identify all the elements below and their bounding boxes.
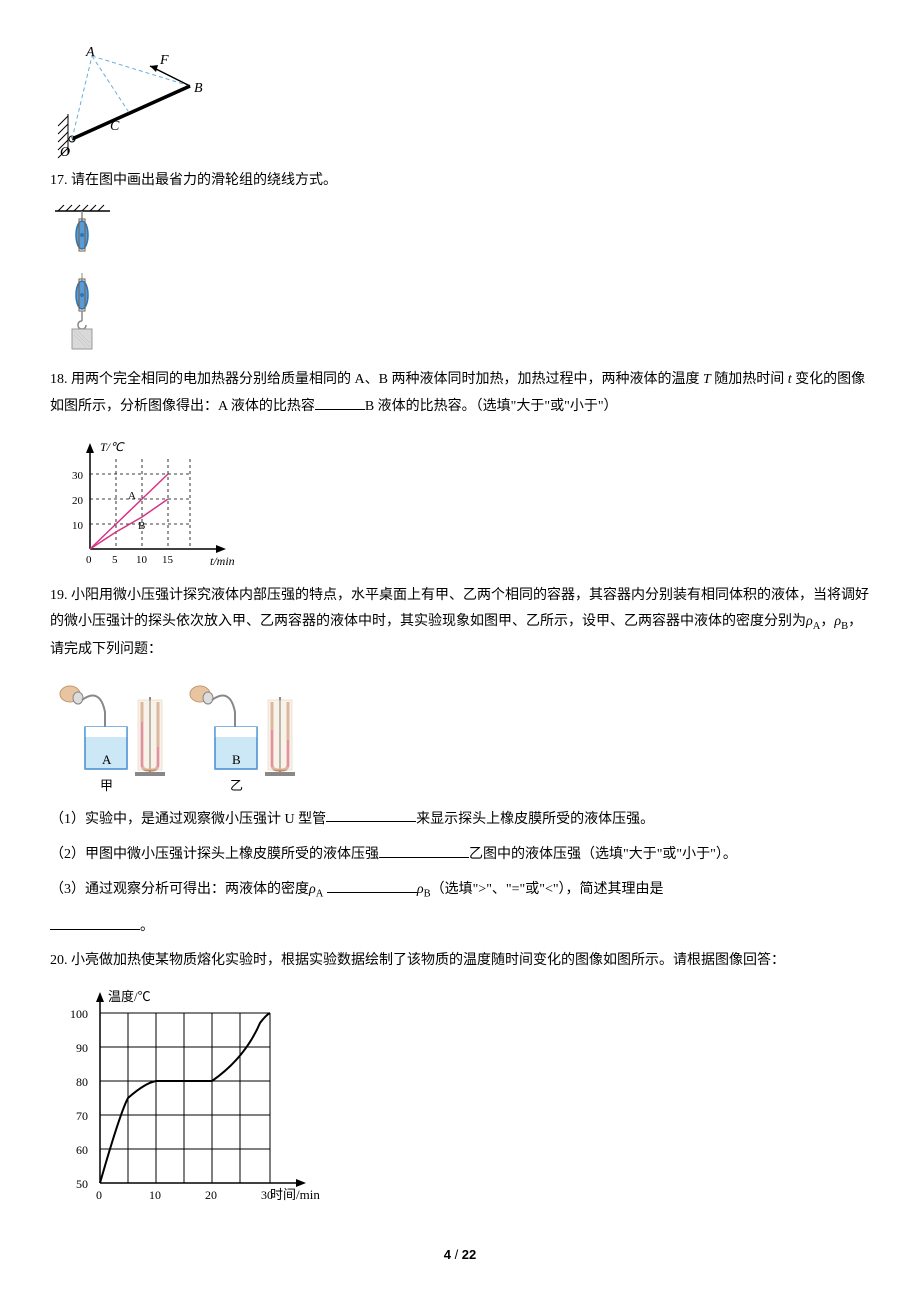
- q19-sub3-rhoA: ρ: [309, 882, 316, 897]
- lever-svg: A F B C O: [50, 44, 210, 164]
- q19-sub1-a: 实验中，是通过观察微小压强计 U 型管: [85, 811, 326, 826]
- q17-text: 请在图中画出最省力的滑轮组的绕线方式。: [71, 173, 337, 188]
- svg-text:B: B: [138, 520, 145, 532]
- q18: 18. 用两个完全相同的电加热器分别给质量相同的 A、B 两种液体同时加热，加热…: [50, 367, 870, 421]
- q19-apparatus: A 甲 B: [50, 672, 870, 802]
- svg-text:20: 20: [72, 495, 84, 507]
- q19-rhoA: ρ: [806, 614, 813, 629]
- q19-number: 19.: [50, 588, 68, 603]
- q19-svg: A 甲 B: [50, 672, 310, 802]
- q17: 17. 请在图中画出最省力的滑轮组的绕线方式。: [50, 168, 870, 195]
- svg-text:100: 100: [70, 1007, 88, 1021]
- svg-text:5: 5: [112, 554, 118, 566]
- svg-text:A: A: [128, 490, 136, 502]
- svg-text:A: A: [102, 752, 112, 767]
- svg-text:90: 90: [76, 1041, 88, 1055]
- svg-text:B: B: [194, 81, 203, 96]
- q19-sub3-num: （3）: [50, 882, 85, 897]
- q19-sub3-mid: （选填">"、"="或"<"），简述其理由是: [431, 882, 664, 897]
- q20-chart: 温度/℃ 时间/min 50 60 70 80 90 100 0 10: [50, 983, 870, 1213]
- q18-text-4: B 液体的比热容。（选填"大于"或"小于"）: [365, 399, 618, 414]
- q20-ylabel: 温度/℃: [108, 989, 151, 1004]
- q19: 19. 小阳用微小压强计探究液体内部压强的特点，水平桌面上有甲、乙两个相同的容器…: [50, 583, 870, 664]
- pulley-svg: [50, 203, 120, 363]
- q19-sub3-a: 通过观察分析可得出：两液体的密度: [85, 882, 309, 897]
- label-yi: 乙: [230, 778, 243, 793]
- q17-pulley-figure: [50, 203, 870, 363]
- q19-sub2-a: 甲图中微小压强计探头上橡皮膜所受的液体压强: [85, 847, 379, 862]
- q18-chart-svg: T/℃ t/min 10 20 30 0 5 10 15 A B: [50, 429, 250, 579]
- q20-number: 20.: [50, 953, 68, 968]
- q19-sub3-blank1[interactable]: [327, 876, 417, 893]
- svg-text:20: 20: [205, 1188, 217, 1202]
- svg-text:10: 10: [72, 520, 84, 532]
- svg-text:C: C: [110, 119, 120, 134]
- q19-sub2-num: （2）: [50, 847, 85, 862]
- label-jia: 甲: [100, 778, 113, 793]
- page-current: 4: [444, 1247, 451, 1262]
- q19-sub3: （3）通过观察分析可得出：两液体的密度ρA ρB（选填">"、"="或"<"），…: [50, 876, 870, 905]
- q19-sub3-rhoB-sub: B: [424, 889, 431, 900]
- q19-sub2: （2）甲图中微小压强计探头上橡皮膜所受的液体压强 乙图中的液体压强（选填"大于"或…: [50, 841, 870, 868]
- svg-text:T/℃: T/℃: [100, 440, 125, 454]
- q18-number: 18.: [50, 372, 68, 387]
- svg-text:80: 80: [76, 1075, 88, 1089]
- q19-sub3-blank2[interactable]: [50, 913, 140, 930]
- q19-sub1-num: （1）: [50, 811, 85, 826]
- svg-text:B: B: [232, 752, 241, 767]
- q19-sub2-blank[interactable]: [379, 841, 469, 858]
- q18-text-1: 用两个完全相同的电加热器分别给质量相同的 A、B 两种液体同时加热，加热过程中，…: [71, 372, 703, 387]
- svg-text:30: 30: [261, 1188, 273, 1202]
- q19-sub3-line2: 。: [50, 913, 870, 940]
- svg-text:10: 10: [149, 1188, 161, 1202]
- q19-intro: 小阳用微小压强计探究液体内部压强的特点，水平桌面上有甲、乙两个相同的容器，其容器…: [50, 588, 869, 630]
- q18-T: T: [703, 372, 711, 387]
- q19-sub3-rhoB: ρ: [417, 882, 424, 897]
- svg-text:60: 60: [76, 1143, 88, 1157]
- page-sep: /: [451, 1247, 462, 1262]
- svg-text:0: 0: [96, 1188, 102, 1202]
- page-number: 4 / 22: [50, 1243, 870, 1268]
- q20-xlabel: 时间/min: [270, 1187, 320, 1202]
- q19-sub1-blank[interactable]: [326, 806, 416, 823]
- q16-lever-figure: A F B C O: [50, 44, 870, 164]
- svg-text:10: 10: [136, 554, 148, 566]
- q19-sub3-end: 。: [140, 919, 154, 934]
- q19-sub1-b: 来显示探头上橡皮膜所受的液体压强。: [416, 811, 654, 826]
- svg-text:15: 15: [162, 554, 174, 566]
- q19-sub2-b: 乙图中的液体压强（选填"大于"或"小于"）。: [469, 847, 737, 862]
- svg-text:F: F: [159, 53, 169, 68]
- svg-text:30: 30: [72, 470, 84, 482]
- q18-blank[interactable]: [315, 393, 365, 410]
- q18-text-2: 随加热时间: [711, 372, 788, 387]
- svg-text:0: 0: [86, 554, 92, 566]
- svg-text:50: 50: [76, 1177, 88, 1191]
- q18-chart: T/℃ t/min 10 20 30 0 5 10 15 A B: [50, 429, 870, 579]
- q20: 20. 小亮做加热使某物质熔化实验时，根据实验数据绘制了该物质的温度随时间变化的…: [50, 948, 870, 975]
- svg-text:t/min: t/min: [210, 554, 235, 568]
- q19-sub1: （1）实验中，是通过观察微小压强计 U 型管 来显示探头上橡皮膜所受的液体压强。: [50, 806, 870, 833]
- svg-text:70: 70: [76, 1109, 88, 1123]
- q20-text: 小亮做加热使某物质熔化实验时，根据实验数据绘制了该物质的温度随时间变化的图像如图…: [71, 953, 785, 968]
- svg-text:A: A: [85, 45, 95, 60]
- q17-number: 17.: [50, 173, 68, 188]
- q19-sub3-rhoA-sub: A: [316, 889, 324, 900]
- page-total: 22: [462, 1247, 476, 1262]
- q20-chart-svg: 温度/℃ 时间/min 50 60 70 80 90 100 0 10: [50, 983, 330, 1213]
- q19-rhoA-sub: A: [813, 621, 821, 632]
- svg-text:O: O: [60, 145, 70, 160]
